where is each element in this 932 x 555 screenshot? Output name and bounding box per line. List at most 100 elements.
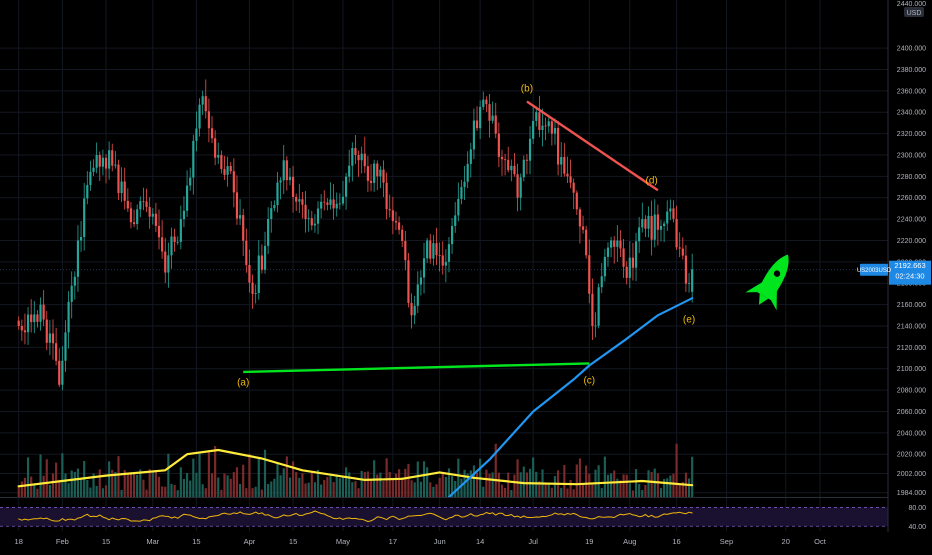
moving-average-line xyxy=(447,297,694,499)
candle-body xyxy=(61,360,64,385)
candle-body xyxy=(126,200,129,209)
candle-body xyxy=(360,153,363,161)
time-tick-label: Sep xyxy=(720,537,733,546)
volume-bar xyxy=(235,467,239,497)
candle-body xyxy=(613,240,616,247)
candle-body xyxy=(39,304,42,322)
candle-body xyxy=(20,325,23,331)
candle-body xyxy=(628,257,631,278)
volume-bar xyxy=(207,452,210,497)
volume-bar xyxy=(360,470,363,497)
candle-body xyxy=(111,150,114,166)
volume-bar xyxy=(644,485,647,497)
price-tick-label: 2280.000 xyxy=(897,174,926,181)
price-axis-top-label: 2440.000 xyxy=(897,1,926,8)
candle-body xyxy=(504,159,507,161)
candle-body xyxy=(307,218,310,220)
wave-label-e: (e) xyxy=(683,315,695,326)
time-tick-label: Apr xyxy=(244,537,256,546)
volume-bar xyxy=(532,457,535,497)
candle-body xyxy=(547,121,550,127)
volume-bar xyxy=(291,461,295,497)
candle-body xyxy=(519,177,522,198)
volume-bar xyxy=(628,483,631,497)
candle-body xyxy=(42,304,45,320)
volume-bar xyxy=(154,470,157,497)
volume-bar xyxy=(379,472,382,497)
candle-body xyxy=(335,203,338,209)
volume-bar xyxy=(650,471,653,497)
candle-body xyxy=(379,169,382,177)
price-tick-label: 1984.000 xyxy=(897,490,926,497)
candle-body xyxy=(338,203,341,205)
volume-bar xyxy=(348,472,351,497)
candle-body xyxy=(557,128,560,165)
volume-bar xyxy=(366,471,369,497)
volume-bar xyxy=(410,480,413,497)
volume-bar xyxy=(298,477,301,497)
candle-body xyxy=(594,325,597,327)
wave-label-c: (c) xyxy=(583,375,595,386)
volume-bar xyxy=(282,468,285,497)
candle-body xyxy=(382,169,385,183)
trendlines[interactable] xyxy=(243,100,659,374)
volume-bar xyxy=(547,482,550,497)
volume-bar xyxy=(192,458,195,497)
volume-bar xyxy=(176,490,179,497)
support-trendline[interactable] xyxy=(243,362,590,374)
volume-bar xyxy=(401,477,404,497)
volume-bar xyxy=(663,478,666,497)
symbol-tag[interactable]: US2003USD xyxy=(857,263,892,276)
current-price-tag[interactable]: 2192.663 02:24:30 xyxy=(889,260,931,285)
volume-bar xyxy=(61,453,64,497)
volume-bar xyxy=(164,486,167,497)
volume-bar xyxy=(441,472,444,497)
candle-body xyxy=(650,215,653,240)
candle-body xyxy=(363,153,366,167)
candle-body xyxy=(223,169,226,175)
candle-body xyxy=(494,115,497,134)
volume-bar xyxy=(460,478,463,497)
candle-body xyxy=(132,222,136,225)
currency-badge[interactable] xyxy=(904,7,924,17)
volume-bar xyxy=(195,472,198,497)
volume-bar xyxy=(482,486,485,497)
volume-bar xyxy=(687,478,691,497)
candle-body xyxy=(376,163,379,177)
candle-body xyxy=(142,201,145,203)
volume-bar xyxy=(76,468,80,497)
price-tick-label: 2160.000 xyxy=(897,302,926,309)
volume-bar xyxy=(95,485,98,497)
volume-bar xyxy=(30,476,33,497)
candle-body xyxy=(541,125,544,130)
volume-bar xyxy=(382,480,385,497)
candle-body xyxy=(397,222,401,230)
candle-body xyxy=(684,255,688,284)
volume-bar xyxy=(142,479,145,497)
candle-body xyxy=(73,276,76,286)
volume-bar xyxy=(429,482,432,497)
candle-body xyxy=(344,176,348,197)
resistance-trendline[interactable] xyxy=(526,100,659,192)
volume-bar xyxy=(416,461,419,497)
candle-body xyxy=(510,165,513,171)
volume-bar xyxy=(625,474,628,497)
volume-bar xyxy=(631,490,635,497)
candle-body xyxy=(460,187,463,199)
candle-body xyxy=(220,154,223,170)
candle-body xyxy=(176,241,179,243)
volume-bar xyxy=(426,467,429,497)
candle-body xyxy=(435,243,438,256)
volume-ma-line xyxy=(17,448,694,488)
candle-body xyxy=(145,201,148,208)
candle-body xyxy=(491,115,494,121)
volume-bar xyxy=(497,472,500,497)
price-tick-label: 2240.000 xyxy=(897,217,926,224)
volume-bar xyxy=(238,483,242,497)
candle-body xyxy=(151,213,154,217)
candle-body xyxy=(304,204,307,220)
time-tick-label: 20 xyxy=(782,537,790,546)
candle-body xyxy=(316,208,320,224)
